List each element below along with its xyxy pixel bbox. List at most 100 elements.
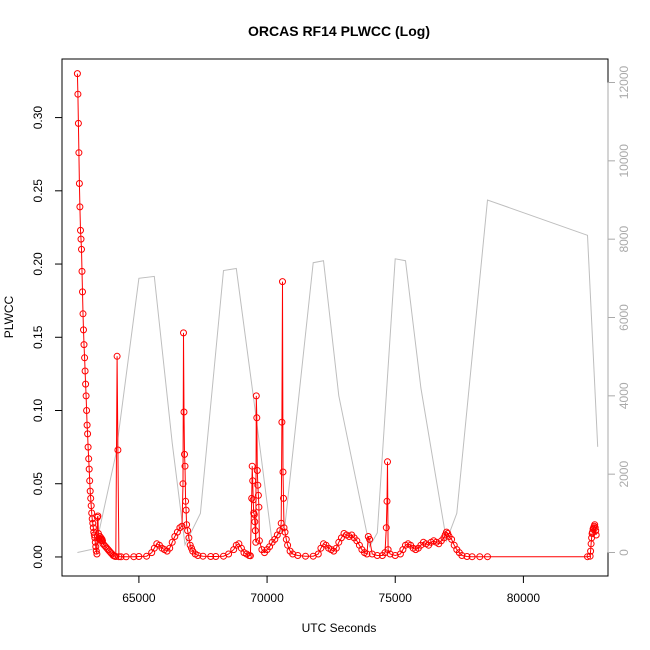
plwcc-point <box>80 326 87 334</box>
plwcc-point <box>92 543 100 551</box>
plwcc-point <box>448 535 456 543</box>
plwcc-point <box>363 550 371 558</box>
plwcc-point <box>74 119 82 127</box>
plwcc-point <box>74 90 82 98</box>
y2-tick-label: 2000 <box>617 461 631 488</box>
plwcc-point <box>251 527 259 535</box>
plwcc-point <box>373 552 381 559</box>
plwcc-point <box>122 553 130 561</box>
chart-title: ORCAS RF14 PLWCC (Log) <box>248 23 430 39</box>
plwcc-point <box>92 547 100 555</box>
x-tick-label: 65000 <box>122 591 156 605</box>
plwcc-point <box>314 550 322 558</box>
plwcc-point <box>82 380 90 388</box>
plwcc-point <box>86 477 94 485</box>
plwcc-point <box>87 502 95 510</box>
plwcc-point <box>84 430 92 438</box>
plwcc-point <box>366 535 374 543</box>
plwcc-point <box>254 491 262 499</box>
x-tick-label: 70000 <box>250 591 284 605</box>
plwcc-point <box>251 518 259 526</box>
plwcc-point <box>112 553 120 560</box>
plwcc-point <box>281 528 289 536</box>
plwcc-point <box>248 494 256 502</box>
plwcc-point <box>278 418 286 426</box>
plwcc-point <box>254 481 262 489</box>
plwcc-point <box>255 537 263 545</box>
plwcc-point <box>83 407 91 414</box>
plwcc-point <box>382 524 390 532</box>
plwcc-point <box>194 552 202 559</box>
plwcc-point <box>249 496 257 504</box>
plwcc-point <box>181 462 189 470</box>
plwcc-point <box>113 352 121 360</box>
secondary-line <box>77 199 599 553</box>
plot-frame <box>61 58 609 577</box>
plwcc-point <box>77 235 85 243</box>
plwcc-point <box>584 553 591 561</box>
x-tick-label: 80000 <box>507 591 541 605</box>
y-tick-label: 0.20 <box>31 252 45 276</box>
plwcc-point <box>81 367 89 375</box>
y-tick-label: 0.30 <box>31 106 45 130</box>
plwcc-point <box>75 180 83 187</box>
plwcc-point <box>89 519 97 527</box>
plwcc-point <box>83 421 91 429</box>
plwcc-point <box>168 538 176 546</box>
plwcc-point <box>182 497 190 505</box>
y-tick-label: 0.00 <box>31 545 45 569</box>
plwcc-point <box>279 278 286 286</box>
y2-tick-label: 4000 <box>617 382 631 409</box>
plwcc-point <box>199 552 207 560</box>
plwcc-point <box>289 550 297 558</box>
plwcc-point <box>87 494 95 502</box>
plwcc-point <box>166 544 174 552</box>
plwcc-point <box>78 245 85 253</box>
plwcc-point <box>591 524 599 532</box>
plwcc-point <box>476 553 484 561</box>
plwcc-point <box>302 552 309 560</box>
plwcc-point <box>294 552 302 559</box>
plwcc-point <box>592 531 600 539</box>
x-axis-label: UTC Seconds <box>302 621 377 635</box>
plwcc-point <box>253 414 261 422</box>
plwcc-point <box>182 506 190 514</box>
y-axis-label: PLWCC <box>2 295 16 338</box>
x-tick-label: 75000 <box>379 591 413 605</box>
plwcc-point <box>592 527 600 535</box>
plwcc-point <box>89 524 97 532</box>
y2-tick-label: 10000 <box>617 144 631 178</box>
plwcc-point <box>255 503 263 511</box>
plwcc-point <box>248 462 256 470</box>
plwcc-point <box>279 468 287 476</box>
plwcc-point <box>586 552 594 560</box>
plwcc-point <box>143 552 151 560</box>
plwcc-point <box>332 544 340 552</box>
plwcc-point <box>73 70 81 78</box>
plwcc-point <box>78 267 86 275</box>
plwcc-point <box>85 455 93 463</box>
plwcc-line <box>76 73 597 558</box>
plwcc-point <box>135 553 143 560</box>
plwcc-point <box>86 487 94 495</box>
plwcc-point <box>184 527 192 535</box>
plwcc-point <box>181 450 188 458</box>
plwcc-point <box>207 553 215 560</box>
y2-axis: 0 2000 4000 6000 8000 10000 12000 <box>607 65 631 556</box>
plwcc-point <box>114 446 122 454</box>
plwcc-point <box>178 522 186 530</box>
plwcc-point <box>94 512 102 520</box>
plwcc-point <box>587 547 595 555</box>
plwcc-point <box>383 497 391 505</box>
y2-tick-label: 8000 <box>617 226 631 253</box>
plwcc-point <box>225 550 233 558</box>
plwcc-point <box>252 538 260 546</box>
plwcc-point <box>386 550 394 558</box>
plwcc-point <box>368 550 376 558</box>
y-tick-label: 0.15 <box>31 325 45 349</box>
y2-tick-label: 12000 <box>617 65 631 99</box>
plwcc-point <box>250 511 258 518</box>
plwcc-point <box>384 458 391 466</box>
plwcc-point <box>130 553 138 561</box>
